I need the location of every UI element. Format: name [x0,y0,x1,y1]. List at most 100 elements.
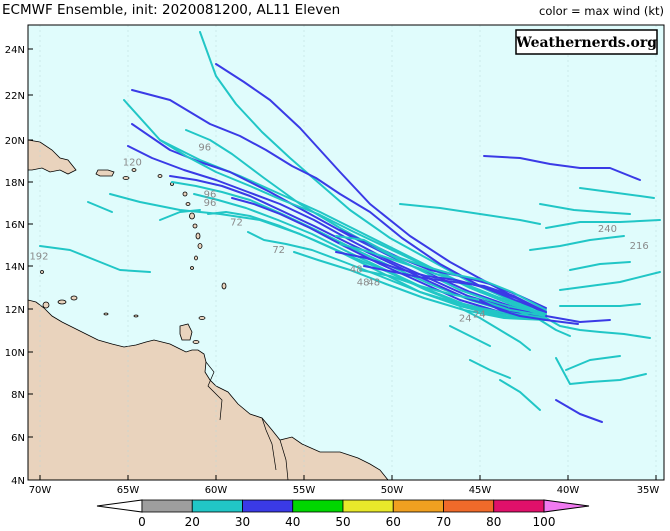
colorbar-label: 80 [486,515,501,529]
forecast-hour-label: 72 [230,217,243,228]
ensemble-track [359,269,547,317]
colorbar-segment [443,499,495,513]
colorbar-segment [342,499,394,513]
lat-label: 24N [5,45,25,56]
ensemble-track [539,203,631,215]
lon-label: 65W [117,485,140,496]
lon-label: 60W [205,485,228,496]
watermark-box: Weathernerds.org [515,29,658,55]
ensemble-track [555,399,603,423]
ensemble-track [231,197,547,319]
map-border [27,24,665,481]
watermark-text: Weathernerds.org [515,35,657,51]
south-america-landmass [28,299,389,480]
forecast-hour-label: 72 [272,245,285,256]
forecast-hour-label: 96 [198,142,211,153]
latitude-labels: 24N 22N 20N 18N 16N 14N 12N 10N 8N 6N 4N [5,45,25,487]
ensemble-track [399,203,541,225]
lat-label: 14N [5,262,25,273]
lat-label: 18N [5,178,25,189]
lat-label: 20N [5,136,25,147]
ensemble-track [363,265,547,313]
forecast-hour-label: 96 [204,198,217,209]
forecast-hour-label: 240 [598,224,617,235]
ensemble-track [555,357,647,385]
ensemble-track [559,303,641,307]
ensemble-track [247,231,547,321]
colorbar-label: 70 [436,515,451,529]
puerto-rico-landmass [95,169,115,177]
ensemble-track [459,307,531,351]
ensemble-track [545,315,611,323]
ensemble-track [109,193,547,319]
colorbar-segment [493,499,545,513]
color-legend-note: color = max wind (kt) [539,4,664,18]
colorbar-left-tip [96,499,143,513]
lat-label: 12N [5,305,25,316]
colorbar-segment [292,499,344,513]
forecast-hour-label: 216 [630,241,649,252]
ensemble-track [127,145,547,317]
lon-label: 45W [469,485,492,496]
ensemble-track [565,355,621,371]
ensemble-track [519,311,571,337]
forecast-hour-label: 120 [123,157,142,168]
colorbar-right-tip [543,499,590,513]
lat-label: 6N [11,433,25,444]
ensemble-track [559,271,661,291]
ensemble-track [545,219,661,229]
colorbar-label: 30 [235,515,250,529]
wind-colorbar: 0 20 30 40 50 60 70 80 100 [96,499,590,529]
colorbar-segment [191,499,243,513]
ensemble-track [545,317,651,339]
forecast-hour-label: 96 [204,190,217,201]
ensemble-track [499,379,541,411]
ensemble-track [335,251,547,313]
ensemble-track [87,201,113,213]
ensemble-track [483,155,641,181]
colorbar-segment [392,499,444,513]
lon-label: 55W [293,485,316,496]
ensemble-track [169,175,547,319]
colorbar-label: 20 [185,515,200,529]
lat-lon-grid [39,25,657,480]
forecast-hour-label: 48 [350,264,363,275]
ensemble-track [159,209,201,221]
colorbar-label: 0 [138,515,146,529]
ensemble-track [449,325,491,347]
lat-label: 16N [5,220,25,231]
lon-label: 50W [381,485,404,496]
lon-label: 35W [637,485,660,496]
ensemble-track [39,245,151,273]
ensemble-track [159,139,547,317]
forecast-hour-label: 48 [357,277,370,288]
ensemble-track [339,243,547,315]
colorbar-label: 50 [335,515,350,529]
lat-label: 8N [11,390,25,401]
trinidad-landmass [179,323,193,341]
lat-label: 4N [11,476,25,487]
lon-label: 40W [557,485,580,496]
ensemble-track [335,235,547,311]
lat-label: 22N [5,91,25,102]
forecast-hour-label: 48 [367,277,380,288]
longitude-labels: 70W 65W 60W 55W 50W 45W 40W 35W [29,485,660,496]
lon-label: 70W [29,485,52,496]
axis-ticks [28,48,657,480]
ensemble-track [293,251,547,321]
map-title: ECMWF Ensemble, init: 2020081200, AL11 E… [2,2,341,18]
colorbar-segment [141,499,193,513]
colorbar-segment [242,499,294,513]
forecast-hour-label: 24 [459,314,472,325]
forecast-hour-label: 24 [473,309,486,320]
ensemble-track [131,89,547,313]
ensemble-track [479,299,579,325]
colorbar-label: 40 [285,515,300,529]
colorbar-label: 100 [533,515,556,529]
ensemble-track [579,187,655,199]
forecast-hour-label: 192 [29,252,48,263]
ensemble-track [529,235,625,251]
ensemble-track [569,261,631,271]
